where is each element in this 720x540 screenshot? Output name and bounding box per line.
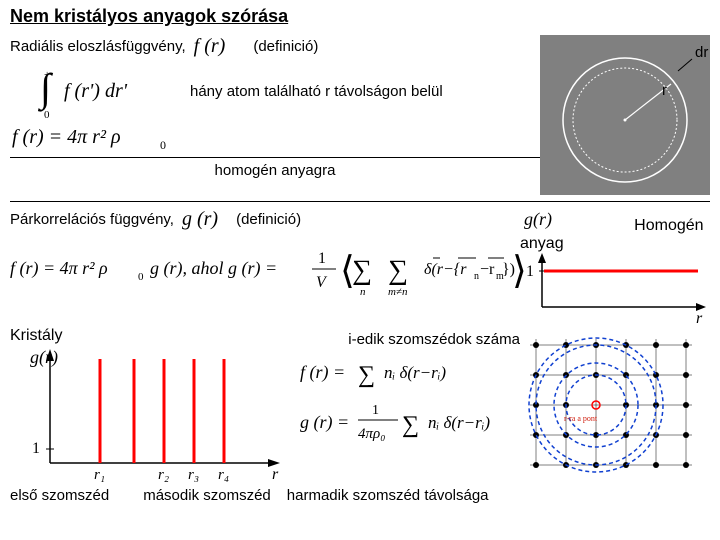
crystal-plot: g(r) 1 r₁ r₂ r₃ r₄ r: [10, 345, 290, 485]
svg-text:∫: ∫: [37, 65, 54, 112]
svg-text:∑: ∑: [402, 412, 419, 438]
neigh2: második szomszéd: [143, 487, 271, 504]
svg-text:g (r) =: g (r) =: [300, 412, 349, 433]
pair-row: Párkorrelációs függvény, g (r) (definici…: [10, 208, 710, 321]
svg-text:nᵢ δ(r−rᵢ): nᵢ δ(r−rᵢ): [428, 413, 490, 432]
top-row: Radiális eloszlásfüggvény, f (r) (defini…: [10, 35, 710, 195]
crystal-formulas: f (r) = ∑ nᵢ δ(r−rᵢ) g (r) = 1 4πρ₀ ∑ nᵢ…: [290, 348, 520, 458]
svg-text:f (r) = 4π r² ρ: f (r) = 4π r² ρ: [10, 258, 108, 279]
radial-label: Radiális eloszlásfüggvény,: [10, 38, 186, 55]
integral-note: hány atom található r távolságon belül: [190, 83, 443, 100]
lattice-diagram: r-ra a pont: [520, 327, 700, 477]
svg-text:f (r) =: f (r) =: [300, 362, 345, 383]
bottom-row: Kristály g(r) 1 r₁ r₂ r₃ r₄ r i-edik szo…: [10, 327, 710, 489]
homog-y-label: g(r): [524, 208, 624, 230]
homog-note: homogén anyagra: [10, 162, 540, 179]
dr-label: dr: [695, 44, 708, 61]
svg-text:1: 1: [318, 250, 326, 267]
svg-text:r: r: [272, 466, 279, 483]
svg-text:−r: −r: [480, 261, 495, 278]
crystal-title: Kristály: [10, 327, 290, 345]
pair-fn-label: Párkorrelációs függvény,: [10, 211, 174, 228]
neighbours-title: i-edik szomszédok száma: [290, 331, 520, 348]
pair-fn: g (r): [182, 208, 218, 231]
svg-text:∑: ∑: [358, 362, 375, 388]
page-title: Nem kristályos anyagok szórása: [10, 6, 710, 27]
svg-text:0: 0: [160, 138, 166, 152]
svg-text:nᵢ δ(r−rᵢ): nᵢ δ(r−rᵢ): [384, 363, 446, 382]
svg-text:r: r: [696, 310, 703, 327]
svg-text:g(r): g(r): [30, 347, 58, 368]
neigh1: első szomszéd: [10, 487, 109, 504]
svg-text:V: V: [316, 274, 328, 291]
pair-formula: f (r) = 4π r² ρ 0 g (r), ahol g (r) = 1 …: [10, 239, 510, 299]
shell-diagram: dr r: [540, 35, 710, 195]
svg-text:1: 1: [32, 440, 40, 457]
svg-text:0: 0: [138, 271, 144, 283]
svg-text:∑: ∑: [352, 255, 372, 286]
svg-text:m≠n: m≠n: [388, 286, 408, 298]
radial-fn: f (r): [194, 35, 226, 58]
svg-text:n: n: [474, 271, 479, 282]
svg-text:n: n: [360, 286, 366, 298]
integral-eq: + ∫ 0 f (r') dr': [40, 64, 160, 119]
svg-text:r₄: r₄: [218, 467, 229, 483]
svg-text:δ(r−{r: δ(r−{r: [424, 261, 467, 278]
def-label-2: (definició): [236, 211, 301, 228]
homog-plot: 1 r: [520, 253, 708, 317]
svg-text:r₁: r₁: [94, 467, 105, 483]
neigh3: harmadik szomszéd távolsága: [287, 487, 489, 504]
svg-text:0: 0: [44, 109, 50, 121]
neighbour-labels: első szomszéd második szomszéd harmadik …: [10, 487, 710, 504]
svg-text:f (r) = 4π r² ρ: f (r) = 4π r² ρ: [12, 126, 121, 148]
svg-text:r₃: r₃: [188, 467, 199, 483]
def-label-1: (definició): [253, 38, 318, 55]
svg-text:g (r), ahol g (r) =: g (r), ahol g (r) =: [150, 258, 277, 279]
svg-text:∑: ∑: [388, 255, 408, 286]
fr-formula: f (r) = 4π r² ρ 0: [12, 123, 232, 153]
svg-text:r-ra a pont: r-ra a pont: [564, 414, 598, 423]
r-label: r: [662, 82, 667, 99]
svg-text:1: 1: [372, 403, 379, 418]
svg-text:r₂: r₂: [158, 467, 169, 483]
svg-text:f (r') dr': f (r') dr': [64, 80, 128, 102]
svg-text:1: 1: [526, 263, 534, 280]
svg-text:4πρ₀: 4πρ₀: [358, 426, 385, 442]
svg-text:g(r): g(r): [524, 209, 552, 230]
